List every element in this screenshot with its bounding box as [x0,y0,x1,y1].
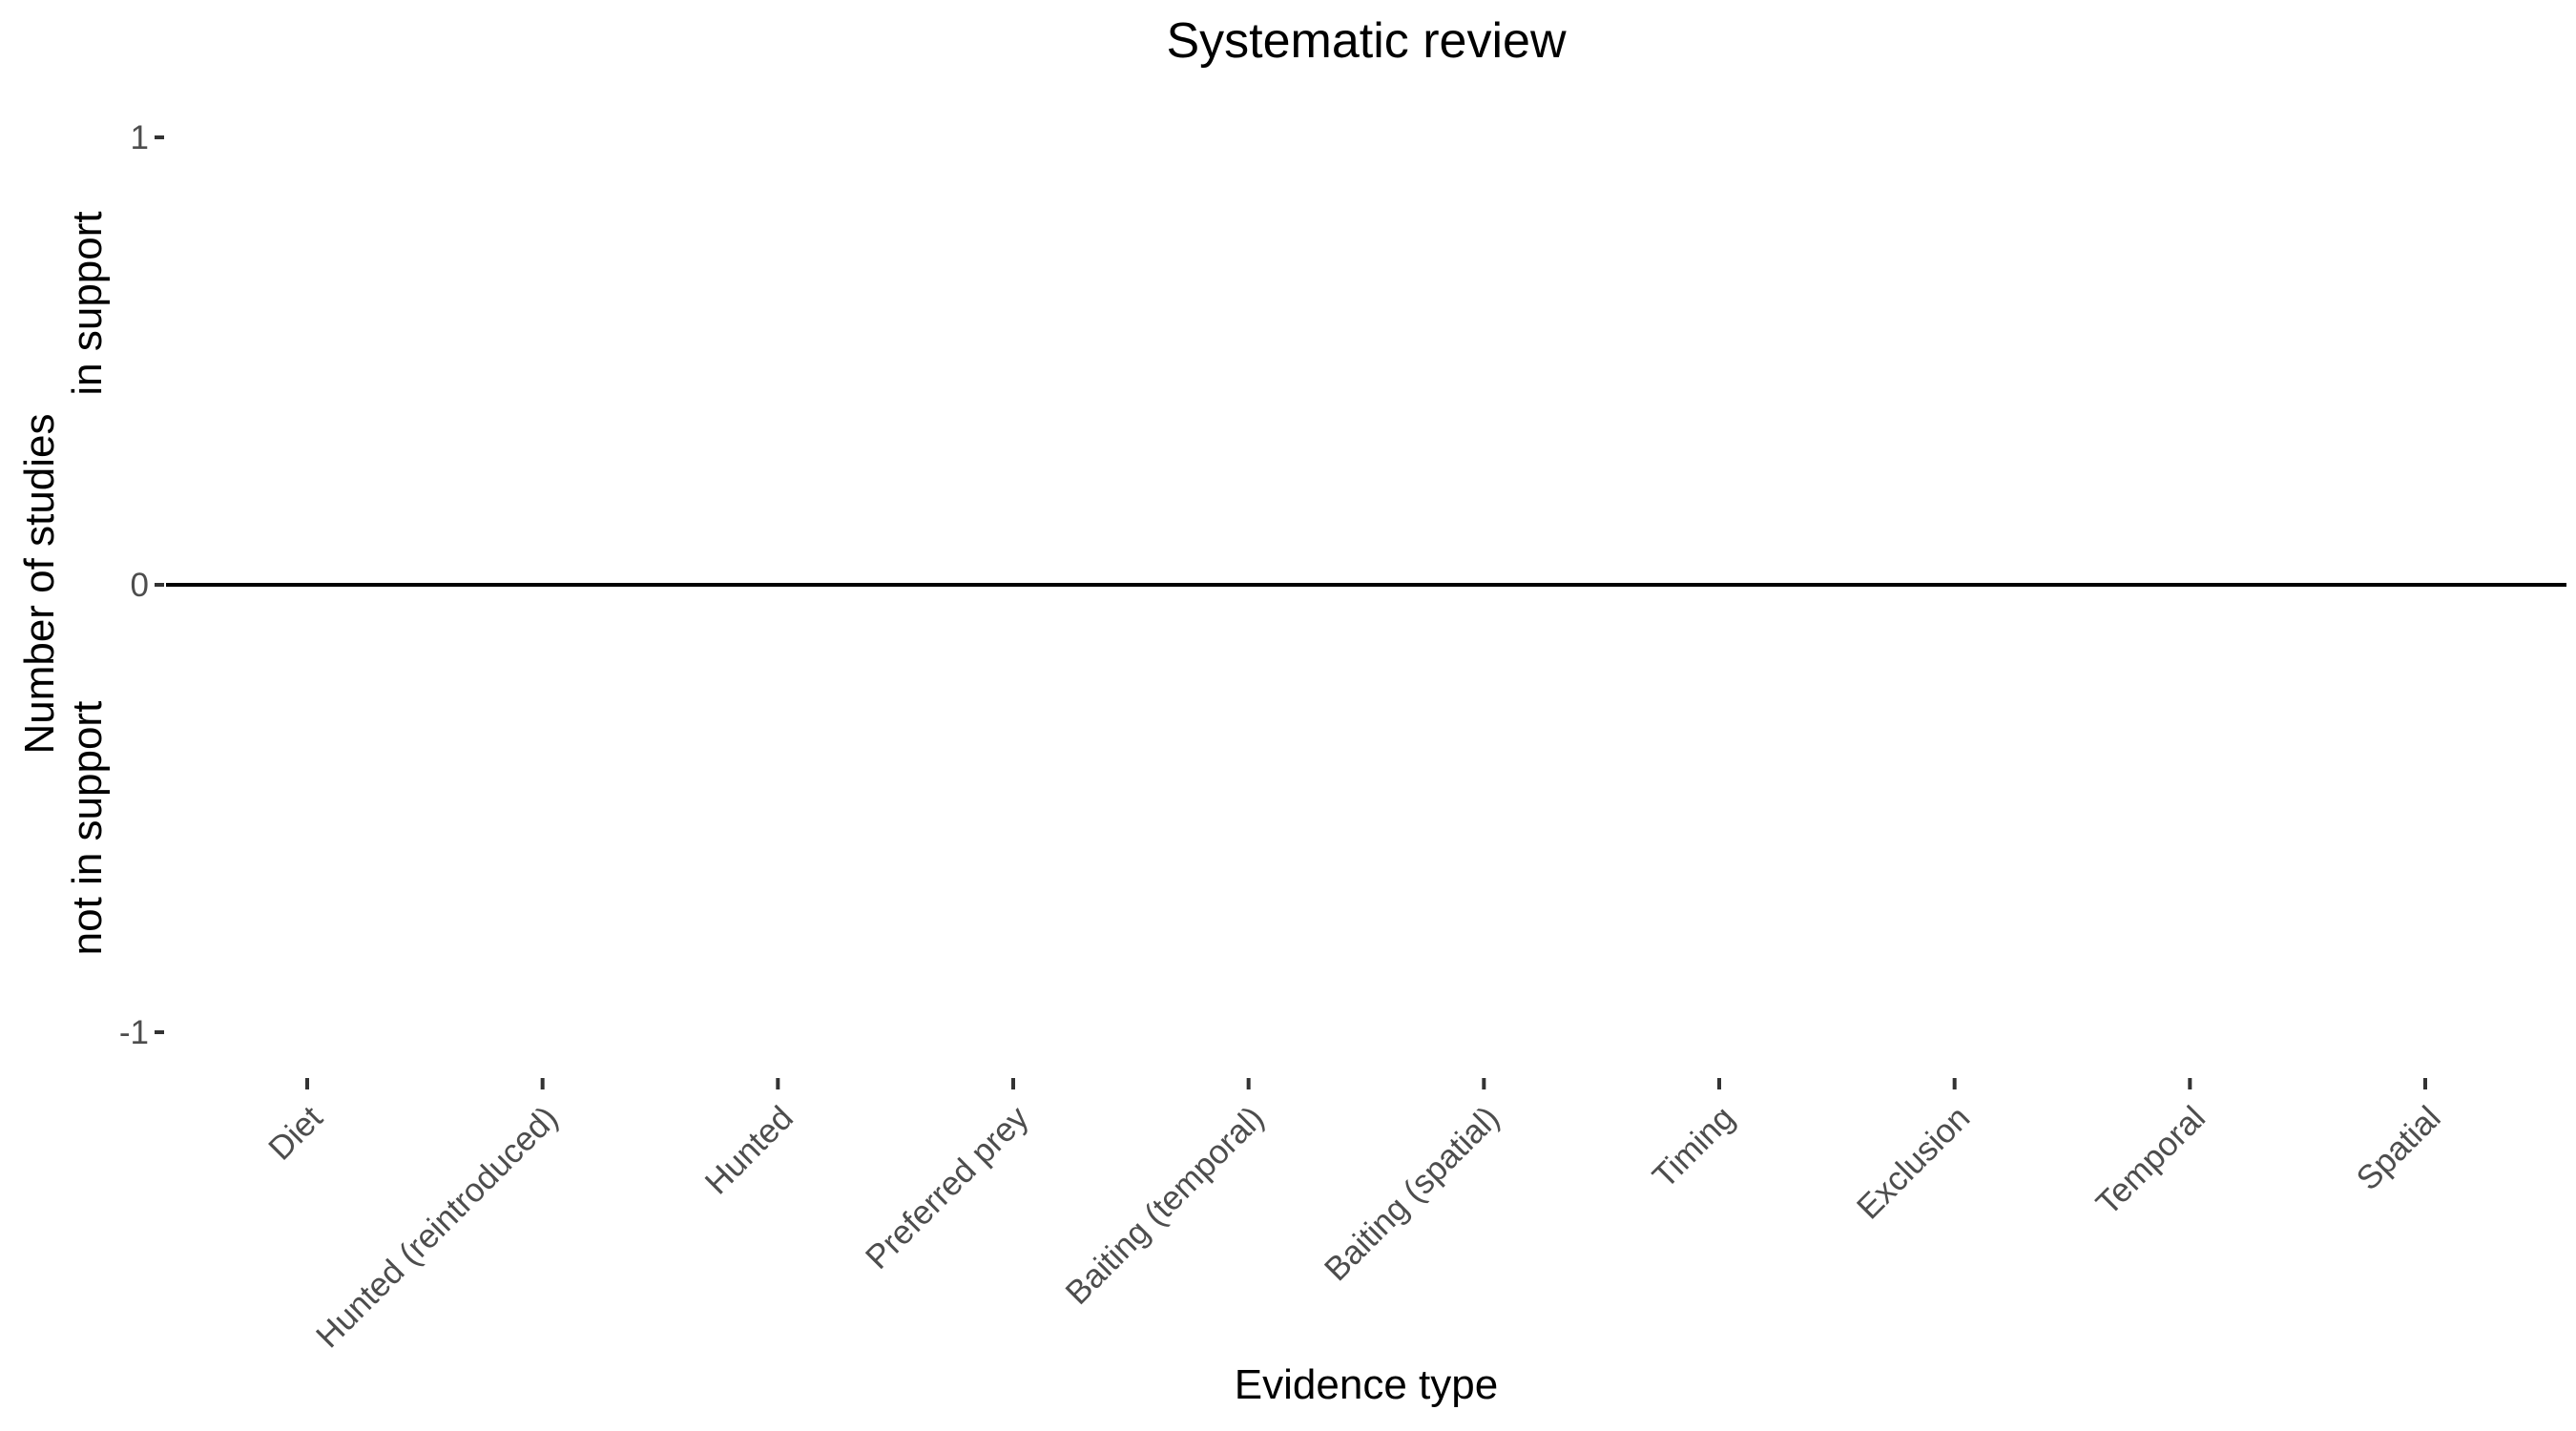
y-axis-title-support: in support [64,211,111,395]
x-tick-label: Preferred prey [859,1099,1036,1276]
x-tick-label: Hunted (reintroduced) [309,1099,565,1355]
x-tick-label: Hunted [698,1099,800,1201]
y-axis-title-not-support: not in support [64,701,111,956]
y-tick-label: 1 [131,119,149,156]
y-tick-label: 0 [131,567,149,604]
y-tick-label: -1 [119,1014,149,1051]
x-tick-label: Spatial [2349,1099,2447,1197]
y-axis: 1 0 -1 [119,119,164,1051]
y-axis-title-main: Number of studies [16,413,63,754]
y-axis-title: Number of studies in support not in supp… [16,211,111,955]
x-tick-label: Baiting (spatial) [1318,1099,1506,1288]
x-tick-label: Diet [261,1099,330,1168]
x-tick-label: Exclusion [1850,1099,1977,1226]
x-tick-label: Timing [1646,1099,1742,1195]
chart-title: Systematic review [1167,13,1567,69]
x-tick-label: Temporal [2089,1099,2212,1222]
x-axis-title: Evidence type [1235,1361,1498,1408]
x-tick-label: Baiting (temporal) [1058,1099,1271,1312]
